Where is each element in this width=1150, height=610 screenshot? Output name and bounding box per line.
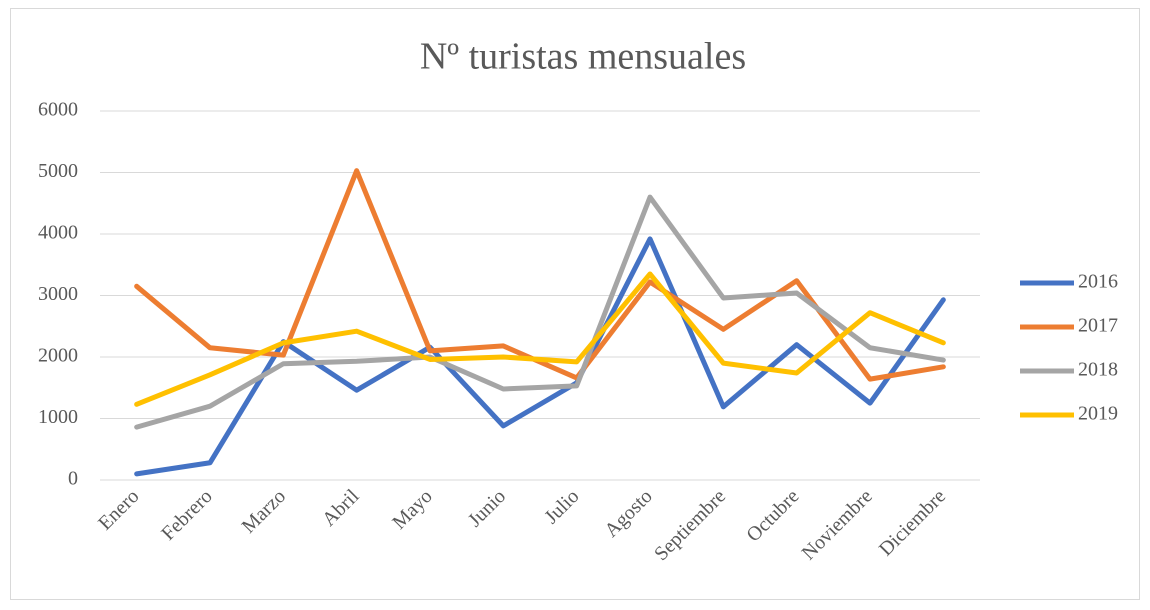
- y-tick-label: 1000: [38, 406, 78, 428]
- chart-frame: [10, 8, 1140, 600]
- y-tick-label: 4000: [38, 222, 78, 244]
- legend-label: 2018: [1078, 359, 1118, 381]
- series-line: [134, 271, 946, 407]
- legend-label: 2017: [1078, 315, 1118, 337]
- legend-label: 2019: [1078, 403, 1118, 425]
- y-tick-label: 6000: [38, 99, 78, 121]
- y-tick-label: 0: [68, 468, 78, 490]
- y-tick-label: 2000: [38, 345, 78, 367]
- legend-label: 2016: [1078, 271, 1118, 293]
- chart-title: Nº turistas mensuales: [420, 36, 746, 78]
- series-line: [134, 194, 946, 430]
- y-tick-label: 3000: [38, 283, 78, 305]
- series-line: [134, 236, 946, 477]
- y-tick-label: 5000: [38, 160, 78, 182]
